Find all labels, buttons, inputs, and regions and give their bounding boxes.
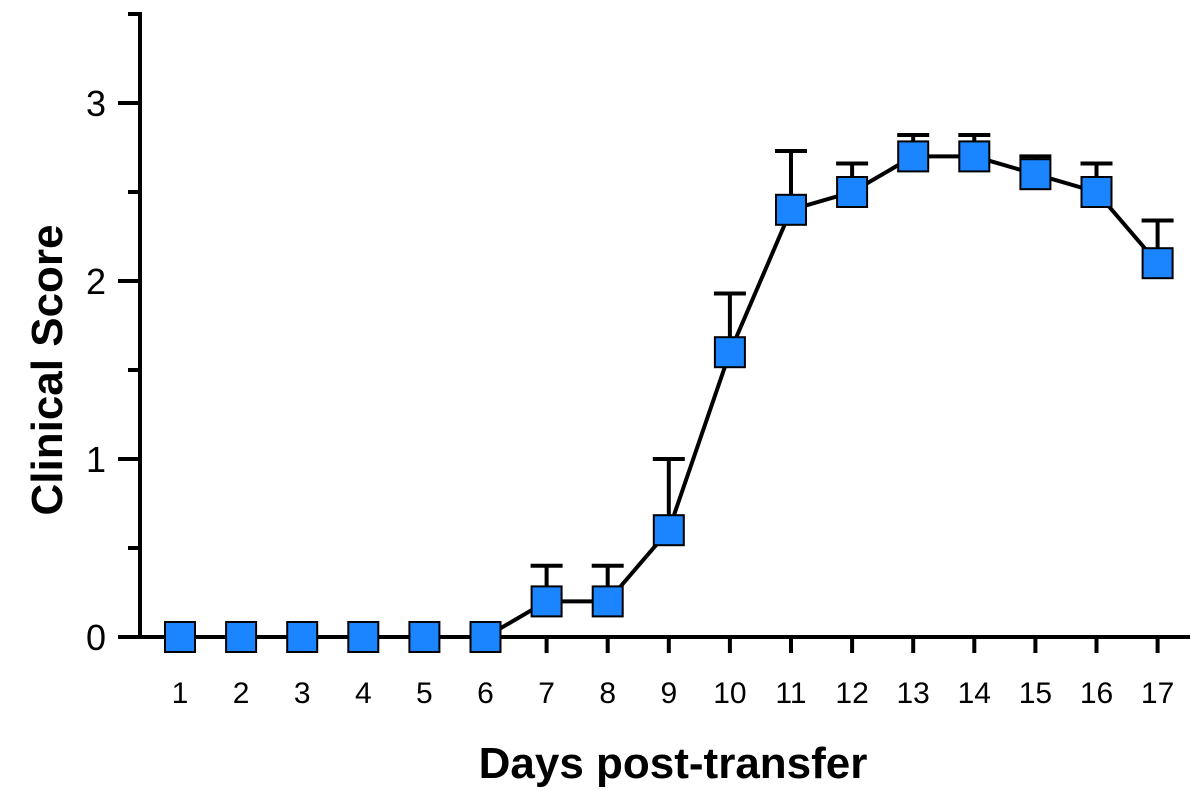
data-point-marker [469,621,502,653]
y-tick-label: 3 [86,83,106,124]
data-point-marker [652,514,685,547]
data-point-marker [164,621,196,653]
x-tick-label: 11 [775,677,806,710]
series-line [180,154,1160,639]
data-point-marker [1141,247,1174,280]
data-markers [164,140,1174,653]
x-tick-label: 1 [172,677,189,710]
x-tick-label: 13 [897,677,930,710]
x-tick-label: 2 [233,677,250,710]
data-point-marker [286,621,319,653]
y-tick-label: 0 [86,617,106,658]
data-point-marker [591,585,624,618]
y-axis-title: Clinical Score [23,224,72,515]
data-point-marker [713,336,746,369]
data-point-marker [530,585,563,618]
x-tick-label: 3 [294,677,311,710]
x-axis-title: Days post-transfer [479,739,868,788]
x-tick-label: 7 [538,677,555,710]
y-tick-label: 2 [86,261,106,302]
x-tick-label: 5 [416,677,433,710]
data-point-marker [1080,176,1113,208]
data-point-marker [836,176,869,208]
x-tick-label: 9 [660,677,677,710]
x-tick-label: 6 [477,677,494,710]
x-tick-label: 17 [1141,677,1174,710]
data-point-marker [1019,158,1052,191]
data-point-marker [347,621,380,653]
data-point-marker [408,621,441,653]
data-point-marker [958,140,991,173]
x-tick-label: 12 [835,677,868,710]
y-tick-label: 1 [86,439,106,480]
data-point-marker [775,193,807,226]
x-tick-label: 14 [958,677,991,710]
x-tick-label: 8 [599,677,616,710]
x-tick-label: 15 [1019,677,1052,710]
data-series [180,154,1160,639]
x-tick-label: 16 [1080,677,1113,710]
x-tick-label: 4 [355,677,372,710]
data-point-marker [225,621,258,653]
data-point-marker [897,140,930,173]
x-tick-label: 10 [713,677,746,710]
